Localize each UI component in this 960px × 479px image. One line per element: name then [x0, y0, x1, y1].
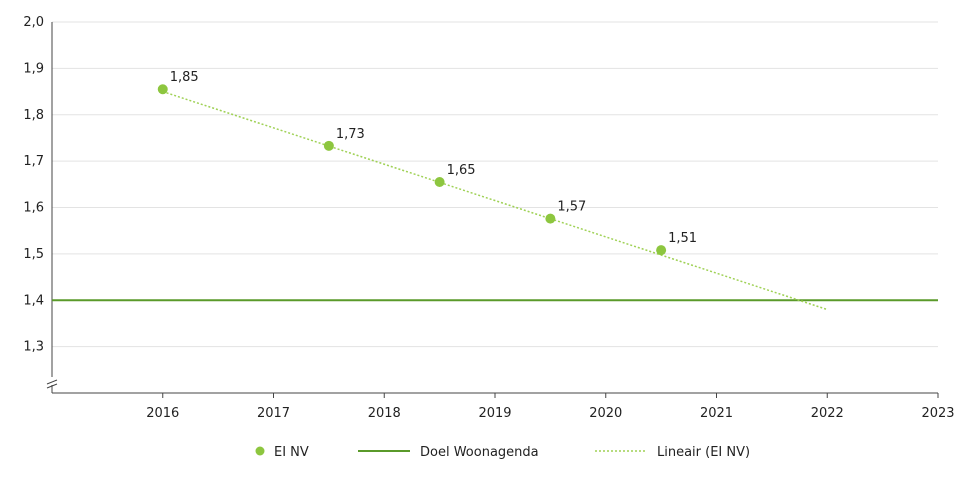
- y-tick-label: 1,5: [23, 247, 44, 262]
- data-label: 1,85: [170, 70, 199, 85]
- x-tick-label: 2021: [700, 406, 733, 421]
- series-layer: 1,85 1,73 1,65 1,57 1,51: [52, 70, 938, 311]
- data-label: 1,57: [557, 200, 586, 215]
- x-tick-label: 2016: [146, 406, 179, 421]
- legend-label: EI NV: [274, 445, 309, 460]
- data-point: [656, 245, 667, 256]
- legend: EI NV Doel Woonagenda Lineair (EI NV): [255, 445, 750, 460]
- x-tick-label: 2023: [921, 406, 954, 421]
- axes: 1,3 1,4 1,5 1,6 1,7 1,8 1,9 2,0 2016 2017 2018 2019…: [23, 15, 954, 421]
- y-tick-label: 1,6: [23, 201, 44, 216]
- y-tick-label: 1,7: [23, 154, 44, 169]
- x-tick-label: 2018: [368, 406, 401, 421]
- data-label: 1,51: [668, 231, 697, 246]
- data-label: 1,65: [447, 163, 476, 178]
- axis-break-mark: [46, 379, 58, 385]
- data-point: [434, 176, 445, 187]
- axis-break-mark: [46, 383, 58, 389]
- x-tick-label: 2022: [811, 406, 844, 421]
- trend-line: [162, 90, 828, 311]
- y-tick-label: 1,9: [23, 61, 44, 76]
- y-tick-label: 2,0: [23, 15, 44, 30]
- y-tick-label: 1,4: [23, 293, 44, 308]
- data-point: [323, 140, 334, 151]
- data-point: [545, 213, 556, 224]
- data-point: [157, 84, 168, 95]
- x-tick-label: 2020: [589, 406, 622, 421]
- y-tick-label: 1,3: [23, 340, 44, 355]
- x-tick-label: 2017: [257, 406, 290, 421]
- legend-marker-points: [255, 446, 265, 456]
- axis-break-gap: [47, 377, 57, 385]
- y-tick-label: 1,8: [23, 108, 44, 123]
- legend-label: Doel Woonagenda: [420, 445, 539, 460]
- legend-label: Lineair (EI NV): [657, 445, 750, 460]
- data-label: 1,73: [336, 127, 365, 142]
- x-tick-label: 2019: [478, 406, 511, 421]
